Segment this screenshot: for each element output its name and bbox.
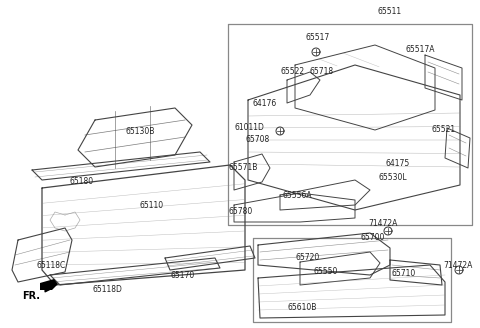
Text: 64176: 64176	[253, 98, 277, 108]
Text: 65556A: 65556A	[282, 192, 312, 200]
Text: 65118D: 65118D	[92, 284, 122, 294]
Text: 65522: 65522	[281, 68, 305, 76]
Text: 65521: 65521	[432, 126, 456, 134]
Text: 65170: 65170	[171, 272, 195, 280]
Text: 65130B: 65130B	[125, 128, 155, 136]
Text: 71472A: 71472A	[444, 260, 473, 270]
Text: 65530L: 65530L	[379, 173, 408, 181]
Text: 65610B: 65610B	[288, 303, 317, 313]
Text: 65550: 65550	[314, 266, 338, 276]
Text: 65708: 65708	[246, 135, 270, 145]
Text: 65110: 65110	[140, 200, 164, 210]
Text: 65720: 65720	[296, 254, 320, 262]
Text: 61011D: 61011D	[234, 124, 264, 133]
Text: 65118C: 65118C	[36, 260, 66, 270]
Text: 64175: 64175	[386, 159, 410, 169]
Text: 65517A: 65517A	[405, 46, 435, 54]
Text: 65511: 65511	[378, 8, 402, 16]
Text: 65571B: 65571B	[228, 163, 258, 173]
Polygon shape	[40, 279, 58, 290]
Text: 65700: 65700	[361, 234, 385, 242]
Text: 65710: 65710	[392, 269, 416, 277]
Text: 71472A: 71472A	[368, 219, 398, 229]
Text: 65517: 65517	[306, 33, 330, 43]
Text: FR.: FR.	[22, 291, 40, 301]
Text: 65718: 65718	[310, 68, 334, 76]
Text: 65780: 65780	[229, 208, 253, 216]
Text: 65180: 65180	[70, 176, 94, 186]
